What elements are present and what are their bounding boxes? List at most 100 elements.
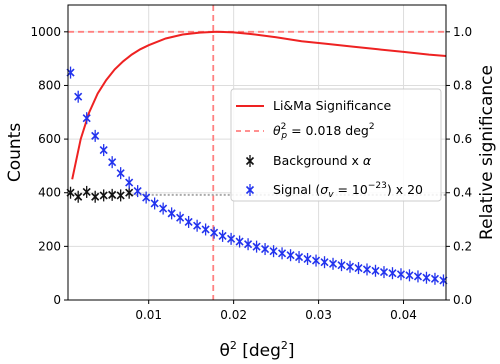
- marker-stroke: [371, 266, 380, 275]
- marker-stroke: [125, 178, 134, 187]
- y-axis-right-label: Relative significance: [477, 65, 497, 240]
- signal-point: [311, 254, 321, 267]
- marker-stroke: [337, 261, 346, 270]
- marker-stroke: [294, 253, 304, 262]
- signal-point: [294, 251, 304, 264]
- signal-point: [184, 215, 193, 228]
- background-point: [74, 190, 83, 203]
- signal-point: [422, 271, 431, 284]
- signal-point: [430, 272, 440, 285]
- signal-point: [261, 243, 270, 256]
- marker-stroke: [345, 262, 355, 271]
- legend-swatch-signal: [245, 184, 255, 196]
- marker-stroke: [235, 237, 244, 246]
- legend-label-background: Background x α: [273, 153, 372, 168]
- x-axis-label: θ2 [deg2]: [219, 339, 294, 361]
- marker-stroke: [218, 231, 227, 240]
- marker-stroke: [116, 191, 125, 200]
- x-tick-label: 0.02: [220, 308, 247, 322]
- marker-stroke: [320, 258, 329, 267]
- marker-stroke: [311, 256, 321, 265]
- x-tick-label: 0.04: [390, 308, 417, 322]
- background-point: [99, 189, 108, 202]
- signal-point: [74, 90, 83, 103]
- signal-point: [303, 252, 312, 265]
- marker-stroke: [244, 240, 253, 249]
- signal-point: [277, 247, 287, 260]
- signal-point: [116, 167, 125, 180]
- signal-point: [227, 232, 236, 245]
- signal-point: [142, 191, 151, 204]
- marker-stroke: [125, 188, 134, 197]
- y-left-tick-label: 400: [38, 186, 61, 200]
- significance-line: [71, 30, 447, 180]
- marker-stroke: [150, 199, 159, 208]
- signal-point: [82, 112, 91, 125]
- y-right-tick-label: 0.4: [453, 186, 472, 200]
- marker-stroke: [269, 247, 278, 256]
- y-left-tick-label: 1000: [30, 25, 61, 39]
- marker-stroke: [430, 274, 440, 283]
- marker-stroke: [277, 249, 287, 258]
- background-point: [116, 189, 125, 202]
- marker-stroke: [405, 271, 414, 280]
- signal-point: [320, 256, 329, 269]
- marker-stroke: [286, 251, 295, 260]
- legend-swatch-background: [245, 155, 255, 167]
- marker-stroke: [201, 225, 210, 234]
- y-left-tick-label: 800: [38, 78, 61, 92]
- marker-stroke: [362, 265, 372, 274]
- y-right-tick-label: 1.0: [453, 25, 472, 39]
- marker-stroke: [142, 193, 151, 202]
- marker-stroke: [303, 254, 312, 264]
- signal-point: [354, 262, 363, 275]
- signal-point: [328, 257, 338, 270]
- signal-point: [379, 266, 389, 279]
- marker-stroke: [82, 114, 91, 123]
- signal-point: [150, 197, 159, 210]
- marker-stroke: [167, 209, 176, 218]
- plot-frame: [67, 4, 447, 301]
- signal-point: [99, 144, 108, 157]
- background-point: [108, 188, 117, 201]
- data-marks: [66, 30, 448, 287]
- marker-stroke: [354, 264, 363, 273]
- marker-stroke: [245, 156, 255, 166]
- legend-label-signal: Signal (σv = 10−23) x 20: [273, 181, 423, 200]
- background-point: [91, 190, 100, 203]
- marker-stroke: [116, 169, 125, 178]
- signal-point: [345, 260, 355, 273]
- marker-stroke: [82, 187, 91, 196]
- marker-stroke: [210, 228, 219, 237]
- signal-point: [108, 156, 117, 169]
- signal-point: [218, 229, 227, 242]
- marker-stroke: [227, 234, 236, 243]
- marker-stroke: [422, 273, 431, 282]
- marker-stroke: [99, 191, 108, 200]
- background-point: [82, 185, 91, 198]
- marker-stroke: [388, 269, 397, 278]
- signal-point: [337, 259, 346, 272]
- y-left-tick-label: 0: [53, 293, 61, 307]
- marker-stroke: [413, 272, 423, 281]
- marker-stroke: [193, 221, 202, 230]
- marker-stroke: [91, 192, 100, 201]
- signal-point: [269, 245, 278, 258]
- marker-stroke: [108, 158, 117, 167]
- legend-label-significance: Li&Ma Significance: [273, 98, 392, 113]
- x-tick-label: 0.03: [305, 308, 332, 322]
- signal-point: [286, 249, 295, 262]
- y-right-tick-label: 0.6: [453, 132, 472, 146]
- legend: Li&Ma Significance θ2 p = 0.018 deg2 Back…: [230, 88, 442, 202]
- marker-stroke: [328, 259, 338, 268]
- marker-stroke: [108, 190, 117, 199]
- signal-point: [125, 176, 134, 189]
- signal-point: [396, 268, 406, 281]
- marker-stroke: [176, 213, 185, 222]
- marker-stroke: [74, 92, 83, 101]
- background-point: [125, 186, 134, 199]
- marker-stroke: [379, 268, 389, 277]
- marker-stroke: [396, 270, 406, 279]
- signal-point: [388, 267, 397, 280]
- y-left-tick-label: 600: [38, 132, 61, 146]
